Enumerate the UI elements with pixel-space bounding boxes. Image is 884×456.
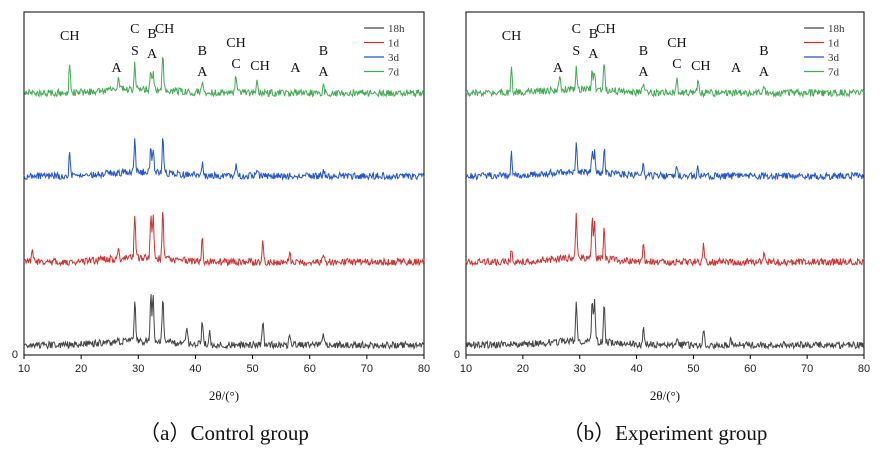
x-tick-label: 80 bbox=[858, 363, 870, 375]
x-tick-label: 20 bbox=[75, 363, 87, 375]
phase-annotation: A bbox=[112, 61, 123, 76]
series-line-3d bbox=[465, 142, 865, 181]
phase-annotation: A bbox=[731, 61, 742, 76]
phase-annotation: C bbox=[130, 22, 139, 37]
legend-label: 1d bbox=[388, 38, 400, 50]
panel-experiment-group: 10 20 30 40 50 60 70 80 0 2θ/(°) （b）Experiment gro… bbox=[454, 11, 870, 445]
series-line-1d bbox=[465, 212, 865, 267]
phase-annotation: A bbox=[638, 65, 649, 80]
x-tick-label: 60 bbox=[304, 363, 316, 375]
phase-annotation: B bbox=[147, 27, 156, 42]
series-line-18h bbox=[465, 298, 865, 350]
x-tick-label: 40 bbox=[630, 363, 642, 375]
phase-annotation: A bbox=[553, 61, 564, 76]
panel-caption: （b）Experiment group bbox=[563, 421, 768, 445]
x-tick-label: 50 bbox=[687, 363, 699, 375]
legend-label: 7d bbox=[388, 67, 400, 79]
x-tick-label: 50 bbox=[246, 363, 258, 375]
phase-annotation: CH bbox=[691, 59, 710, 74]
phase-annotation: B bbox=[639, 44, 648, 59]
plot-frame bbox=[23, 11, 425, 356]
phase-annotation: CH bbox=[250, 59, 269, 74]
legend-label: 18h bbox=[828, 23, 845, 35]
x-axis-label: 2θ/(°) bbox=[209, 388, 239, 403]
series-line-7d bbox=[465, 64, 865, 99]
phase-annotation: A bbox=[290, 61, 301, 76]
x-tick-label: 30 bbox=[574, 363, 586, 375]
plot-frame bbox=[465, 11, 865, 356]
y-tick-label: 0 bbox=[454, 349, 460, 361]
phase-annotation: A bbox=[318, 65, 329, 80]
y-tick-label: 0 bbox=[12, 349, 18, 361]
phase-annotation: CH bbox=[667, 36, 686, 51]
x-tick-label: 30 bbox=[132, 363, 144, 375]
legend-label: 3d bbox=[828, 52, 840, 64]
x-tick-label: 10 bbox=[18, 363, 30, 375]
phase-annotation: B bbox=[319, 44, 328, 59]
phase-annotation: C bbox=[572, 22, 581, 37]
phase-annotation: A bbox=[588, 47, 599, 62]
legend-label: 1d bbox=[828, 38, 840, 50]
phase-annotation: CH bbox=[596, 22, 615, 37]
phase-annotation: B bbox=[198, 44, 207, 59]
phase-annotation: CH bbox=[155, 22, 174, 37]
panel-control-group: 10 20 30 40 50 60 70 80 0 2θ/(°) （a）Control group 1… bbox=[12, 11, 430, 445]
phase-annotation: CH bbox=[226, 36, 245, 51]
x-tick-label: 20 bbox=[517, 363, 529, 375]
legend-label: 3d bbox=[388, 52, 400, 64]
panel-caption: （a）Control group bbox=[139, 421, 309, 445]
x-tick-label: 60 bbox=[744, 363, 756, 375]
phase-annotation: S bbox=[131, 44, 139, 59]
phase-annotation: S bbox=[572, 44, 580, 59]
legend-label: 7d bbox=[828, 67, 840, 79]
phase-annotation: CH bbox=[502, 29, 521, 44]
phase-annotation: B bbox=[589, 27, 598, 42]
series-line-1d bbox=[23, 212, 425, 268]
x-tick-label: 70 bbox=[801, 363, 813, 375]
x-tick-label: 70 bbox=[361, 363, 373, 375]
phase-annotation: A bbox=[759, 65, 770, 80]
phase-annotation: C bbox=[672, 57, 681, 72]
phase-annotation: C bbox=[231, 57, 240, 72]
phase-annotation: B bbox=[759, 44, 768, 59]
x-tick-label: 80 bbox=[418, 363, 430, 375]
x-tick-label: 10 bbox=[460, 363, 472, 375]
x-axis-label: 2θ/(°) bbox=[650, 388, 680, 403]
phase-annotation: A bbox=[147, 47, 158, 62]
phase-annotation: CH bbox=[60, 29, 79, 44]
phase-annotation: A bbox=[197, 65, 208, 80]
series-line-18h bbox=[23, 294, 425, 351]
series-line-7d bbox=[23, 57, 425, 99]
series-line-3d bbox=[23, 138, 425, 181]
legend-label: 18h bbox=[388, 23, 405, 35]
x-tick-label: 40 bbox=[189, 363, 201, 375]
